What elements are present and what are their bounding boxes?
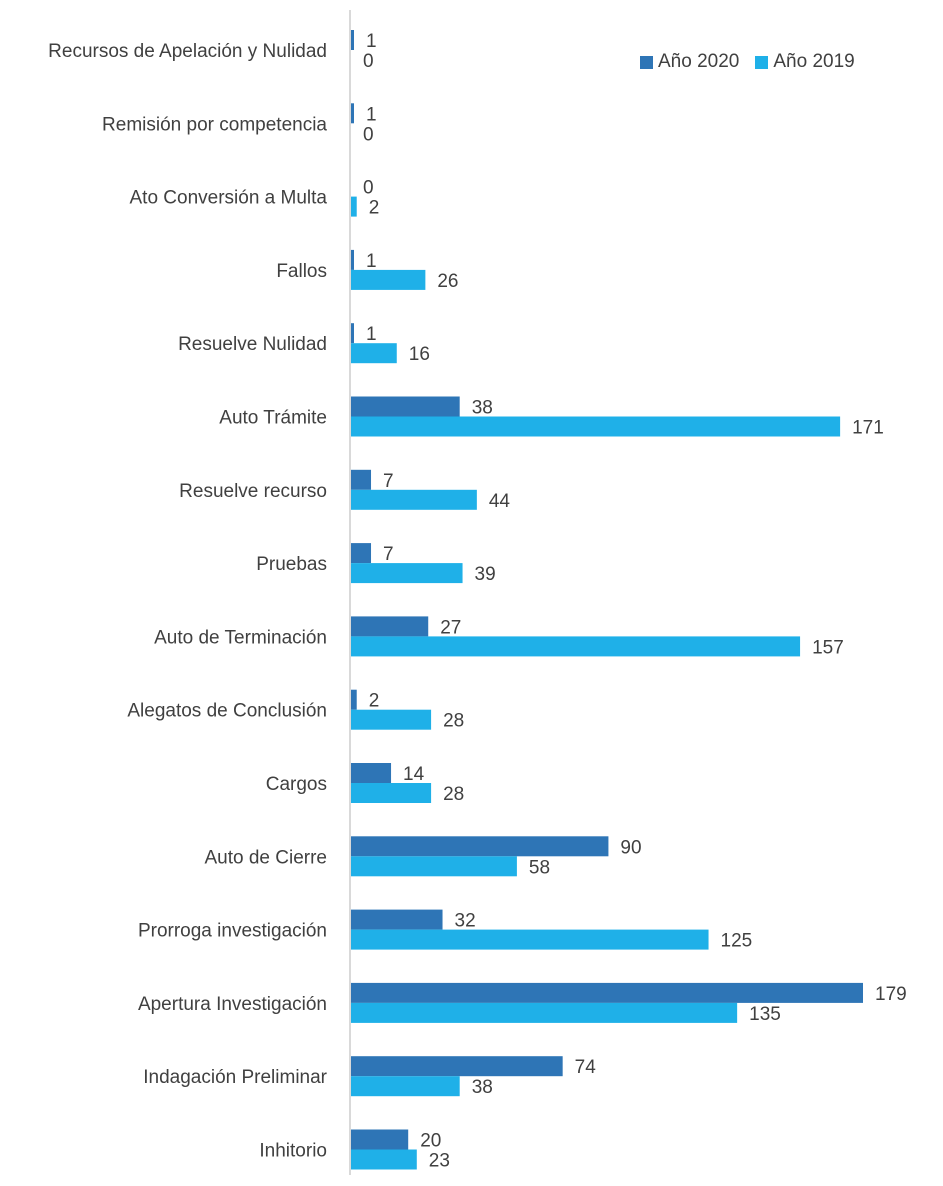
bar-2019-alegatos-de-conclusion bbox=[351, 709, 432, 730]
bar-2020-fallos bbox=[351, 249, 354, 270]
legend: Año 2020 Año 2019 bbox=[640, 51, 855, 73]
value-label-2019-cargos: 28 bbox=[443, 784, 464, 805]
category-label-prorroga-investigacion: Prorroga investigación bbox=[138, 921, 327, 942]
bar-2020-alegatos-de-conclusion bbox=[351, 689, 357, 710]
bar-2019-apertura-investigacion bbox=[351, 1002, 738, 1023]
bar-2020-auto-de-cierre bbox=[351, 836, 609, 857]
value-label-2019-inhitorio: 23 bbox=[429, 1151, 450, 1172]
category-label-resuelve-recurso: Resuelve recurso bbox=[179, 481, 327, 502]
value-label-2020-auto-de-terminacion: 27 bbox=[440, 617, 461, 638]
category-label-alegatos-de-conclusion: Alegatos de Conclusión bbox=[127, 701, 327, 722]
category-label-auto-tramite: Auto Trámite bbox=[219, 408, 327, 429]
bar-2019-inhitorio bbox=[351, 1149, 417, 1170]
value-label-2020-cargos: 14 bbox=[403, 764, 425, 785]
category-label-inhitorio: Inhitorio bbox=[259, 1141, 327, 1162]
bars-group bbox=[351, 30, 863, 1170]
category-label-resuelve-nulidad: Resuelve Nulidad bbox=[178, 334, 327, 355]
bar-2020-remision-por-competencia bbox=[351, 103, 354, 124]
category-labels: Recursos de Apelación y Nulidad Remisión … bbox=[48, 41, 328, 1162]
value-label-2019-resuelve-recurso: 44 bbox=[489, 491, 511, 512]
value-label-2020-apertura-investigacion: 179 bbox=[875, 984, 907, 1005]
bar-2020-auto-tramite bbox=[351, 396, 460, 417]
value-label-2020-fallos: 1 bbox=[366, 251, 377, 272]
bar-2020-cargos bbox=[351, 763, 392, 783]
value-label-2019-auto-de-cierre: 58 bbox=[529, 857, 550, 878]
value-label-2019-pruebas: 39 bbox=[475, 564, 496, 585]
value-label-2019-recursos-de-apelacion-y-nulidad: 0 bbox=[363, 51, 374, 72]
value-label-2020-remision-por-competencia: 1 bbox=[366, 104, 377, 125]
bar-2020-indagacion-preliminar bbox=[351, 1056, 563, 1077]
bar-2019-ato-conversion-a-multa bbox=[351, 196, 357, 217]
value-label-2019-remision-por-competencia: 0 bbox=[363, 124, 374, 145]
value-label-2019-fallos: 26 bbox=[437, 271, 458, 292]
value-label-2019-apertura-investigacion: 135 bbox=[749, 1004, 781, 1025]
legend-label-2020: Año 2020 bbox=[658, 51, 740, 72]
bar-2020-apertura-investigacion bbox=[351, 982, 863, 1003]
legend-item-2019: Año 2019 bbox=[755, 51, 855, 73]
category-label-pruebas: Pruebas bbox=[256, 554, 327, 575]
bar-2020-inhitorio bbox=[351, 1129, 409, 1150]
bar-2020-resuelve-recurso bbox=[351, 469, 372, 490]
bar-2019-auto-tramite bbox=[351, 416, 841, 437]
legend-swatch-2019 bbox=[755, 55, 769, 69]
bar-2019-resuelve-recurso bbox=[351, 489, 477, 510]
value-label-2019-indagacion-preliminar: 38 bbox=[472, 1077, 493, 1098]
bar-2019-cargos bbox=[351, 783, 432, 803]
bar-2019-pruebas bbox=[351, 563, 463, 584]
value-label-2020-prorroga-investigacion: 32 bbox=[455, 911, 476, 932]
value-label-2019-auto-tramite: 171 bbox=[852, 418, 884, 439]
value-label-2020-alegatos-de-conclusion: 2 bbox=[369, 691, 380, 712]
category-label-cargos: Cargos bbox=[266, 774, 327, 795]
bar-2020-prorroga-investigacion bbox=[351, 909, 443, 930]
value-label-2020-resuelve-recurso: 7 bbox=[383, 471, 394, 492]
bar-2020-recursos-de-apelacion-y-nulidad bbox=[351, 30, 354, 50]
value-label-2019-prorroga-investigacion: 125 bbox=[721, 931, 753, 952]
category-label-ato-conversion-a-multa: Ato Conversión a Multa bbox=[130, 188, 328, 209]
bar-2019-indagacion-preliminar bbox=[351, 1076, 460, 1097]
value-label-2020-recursos-de-apelacion-y-nulidad: 1 bbox=[366, 31, 377, 52]
value-label-2019-ato-conversion-a-multa: 2 bbox=[369, 198, 380, 219]
category-label-apertura-investigacion: Apertura Investigación bbox=[138, 994, 327, 1015]
bar-2019-fallos bbox=[351, 269, 426, 290]
value-label-2020-ato-conversion-a-multa: 0 bbox=[363, 178, 374, 199]
value-label-2020-auto-tramite: 38 bbox=[472, 398, 493, 419]
value-label-2020-inhitorio: 20 bbox=[420, 1131, 441, 1152]
category-label-indagacion-preliminar: Indagación Preliminar bbox=[143, 1067, 327, 1088]
value-label-2020-pruebas: 7 bbox=[383, 544, 394, 565]
value-label-2020-resuelve-nulidad: 1 bbox=[366, 324, 377, 345]
bar-2019-prorroga-investigacion bbox=[351, 929, 709, 950]
legend-label-2019: Año 2019 bbox=[773, 51, 855, 72]
legend-swatch-2020 bbox=[640, 55, 653, 69]
value-label-2019-auto-de-terminacion: 157 bbox=[812, 637, 844, 658]
value-label-2020-indagacion-preliminar: 74 bbox=[575, 1057, 597, 1078]
category-label-auto-de-terminacion: Auto de Terminación bbox=[154, 627, 327, 648]
category-label-auto-de-cierre: Auto de Cierre bbox=[204, 847, 327, 868]
category-label-remision-por-competencia: Remisión por competencia bbox=[102, 114, 327, 135]
value-label-2020-auto-de-cierre: 90 bbox=[620, 837, 641, 858]
value-labels: 1010021261163817174473927157228142890583… bbox=[363, 31, 907, 1172]
bar-2019-resuelve-nulidad bbox=[351, 343, 397, 364]
value-label-2019-alegatos-de-conclusion: 28 bbox=[443, 711, 464, 732]
bar-2020-pruebas bbox=[351, 543, 372, 564]
category-label-recursos-de-apelacion-y-nulidad: Recursos de Apelación y Nulidad bbox=[48, 41, 327, 62]
bar-2019-auto-de-terminacion bbox=[351, 636, 801, 657]
bar-2019-auto-de-cierre bbox=[351, 856, 517, 877]
category-label-fallos: Fallos bbox=[276, 261, 327, 282]
bar-2020-auto-de-terminacion bbox=[351, 616, 429, 637]
bar-2020-resuelve-nulidad bbox=[351, 323, 354, 344]
legend-item-2020: Año 2020 bbox=[640, 51, 739, 73]
value-label-2019-resuelve-nulidad: 16 bbox=[409, 344, 430, 365]
